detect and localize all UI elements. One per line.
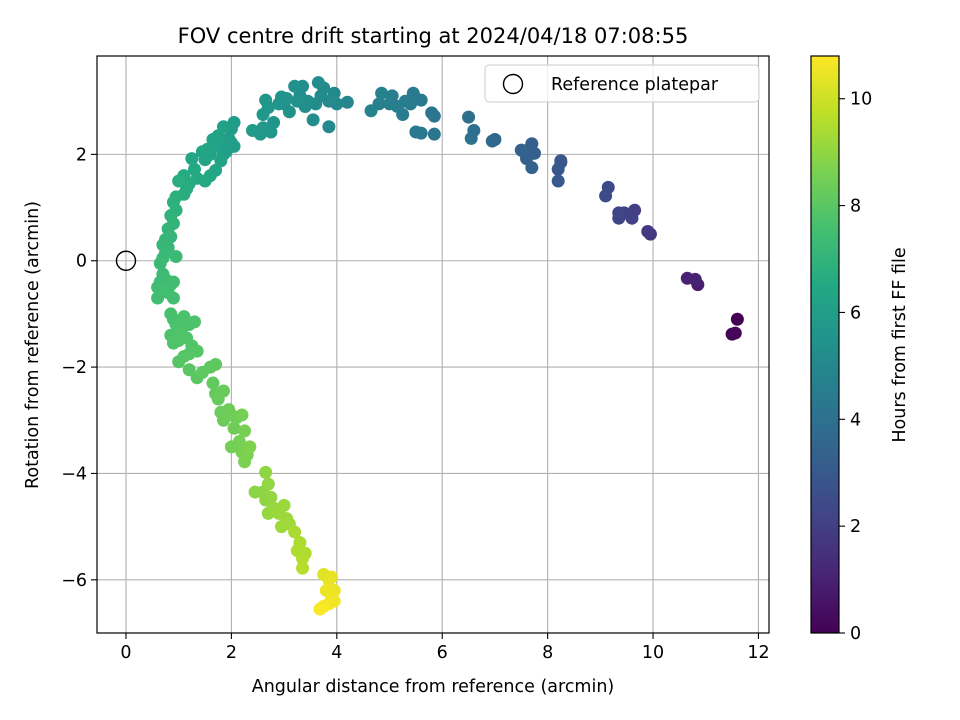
colorbar-tick-label: 4	[850, 410, 861, 430]
legend: Reference platepar	[484, 64, 760, 103]
y-tick-label: 2	[76, 145, 87, 165]
scatter-point	[290, 94, 304, 108]
scatter-point	[261, 477, 275, 491]
scatter-point	[227, 115, 241, 129]
scatter-point	[188, 315, 202, 329]
reference-marker	[115, 250, 137, 271]
scatter-point	[172, 174, 186, 188]
scatter-point	[485, 134, 499, 148]
scatter-point	[425, 106, 439, 120]
scatter-point	[364, 104, 378, 118]
scatter-point	[185, 152, 199, 166]
scatter-point	[259, 465, 273, 479]
scatter-point	[288, 79, 302, 93]
x-tick-label: 0	[120, 643, 131, 663]
scatter-point	[322, 120, 336, 134]
colorbar	[810, 55, 840, 634]
scatter-point	[641, 224, 655, 238]
scatter-point	[277, 498, 291, 512]
scatter-point	[525, 161, 539, 175]
scatter-point	[166, 291, 180, 305]
colorbar-tick-label: 2	[850, 517, 861, 537]
colorbar-tick-label: 6	[850, 303, 861, 323]
scatter-point	[296, 552, 310, 566]
y-tick-label: −4	[61, 464, 87, 484]
colorbar-tick-label: 8	[850, 197, 861, 217]
scatter-point	[153, 256, 167, 270]
scatter-point	[243, 440, 257, 454]
y-axis: −6 −4 −2 0 2	[61, 145, 97, 591]
colorbar-axis: 0 2 4 6 8 10	[839, 90, 872, 644]
scatter-point	[406, 86, 420, 100]
scatter-point	[599, 189, 613, 203]
scatter-point	[551, 162, 565, 176]
scatter-point	[259, 93, 273, 107]
plot-area	[96, 55, 770, 634]
scatter-point	[688, 272, 702, 286]
scatter-point	[730, 312, 744, 326]
legend-box	[484, 64, 760, 103]
x-axis-label: Angular distance from reference (arcmin)	[252, 677, 615, 697]
scatter-point	[245, 123, 259, 137]
x-tick-label: 6	[437, 643, 448, 663]
x-tick-label: 8	[542, 643, 553, 663]
scatter-point	[340, 95, 354, 109]
x-tick-label: 4	[331, 643, 342, 663]
scatter-point	[375, 86, 389, 100]
legend-label: Reference platepar	[551, 75, 719, 95]
scatter-point	[238, 424, 252, 438]
scatter-point	[216, 384, 230, 398]
scatter-point	[313, 602, 327, 616]
scatter-point	[264, 490, 278, 504]
x-axis: 0 2 4 6 8 10 12	[120, 633, 770, 663]
scatter-point	[272, 97, 286, 111]
y-tick-label: −2	[61, 358, 87, 378]
colorbar-tick-label: 0	[850, 624, 861, 644]
scatter-point	[182, 363, 196, 377]
scatter-point	[256, 107, 270, 121]
scatter-point	[209, 357, 223, 371]
scatter-point	[235, 408, 249, 422]
scatter-point	[551, 174, 565, 188]
scatter-point	[296, 561, 310, 575]
colorbar-tick-label: 10	[850, 90, 872, 110]
scatter-points	[151, 76, 744, 616]
scatter-point	[169, 249, 183, 263]
y-tick-label: 0	[76, 252, 87, 272]
colorbar-label: Hours from first FF file	[890, 247, 910, 442]
x-tick-label: 12	[747, 643, 769, 663]
scatter-point	[177, 349, 191, 363]
scatter-point	[409, 125, 423, 139]
chart-title: FOV centre drift starting at 2024/04/18 …	[178, 24, 689, 48]
scatter-point	[306, 113, 320, 127]
scatter-point	[190, 344, 204, 358]
scatter-point	[612, 206, 626, 220]
scatter-point	[311, 76, 325, 90]
scatter-point	[166, 275, 180, 289]
scatter-point	[514, 143, 528, 157]
x-tick-label: 10	[642, 643, 664, 663]
scatter-point	[427, 127, 441, 141]
scatter-point	[728, 326, 742, 340]
scatter-point	[195, 145, 209, 159]
scatter-point	[151, 291, 165, 305]
scatter-point	[206, 376, 220, 390]
scatter-point	[227, 421, 241, 435]
scatter-point	[325, 570, 339, 584]
scatter-point	[206, 132, 220, 146]
y-axis-label: Rotation from reference (arcmin)	[23, 201, 43, 489]
scatter-point	[464, 131, 478, 145]
scatter-point	[462, 110, 476, 124]
legend-marker-open-circle	[502, 73, 524, 95]
scatter-point	[151, 280, 165, 294]
x-tick-label: 2	[226, 643, 237, 663]
scatter-point	[383, 97, 397, 111]
scatter-point	[166, 195, 180, 209]
scatter-point	[232, 435, 246, 449]
y-tick-label: −6	[61, 571, 87, 591]
scatter-point	[214, 154, 228, 168]
scatter-point	[288, 525, 302, 539]
